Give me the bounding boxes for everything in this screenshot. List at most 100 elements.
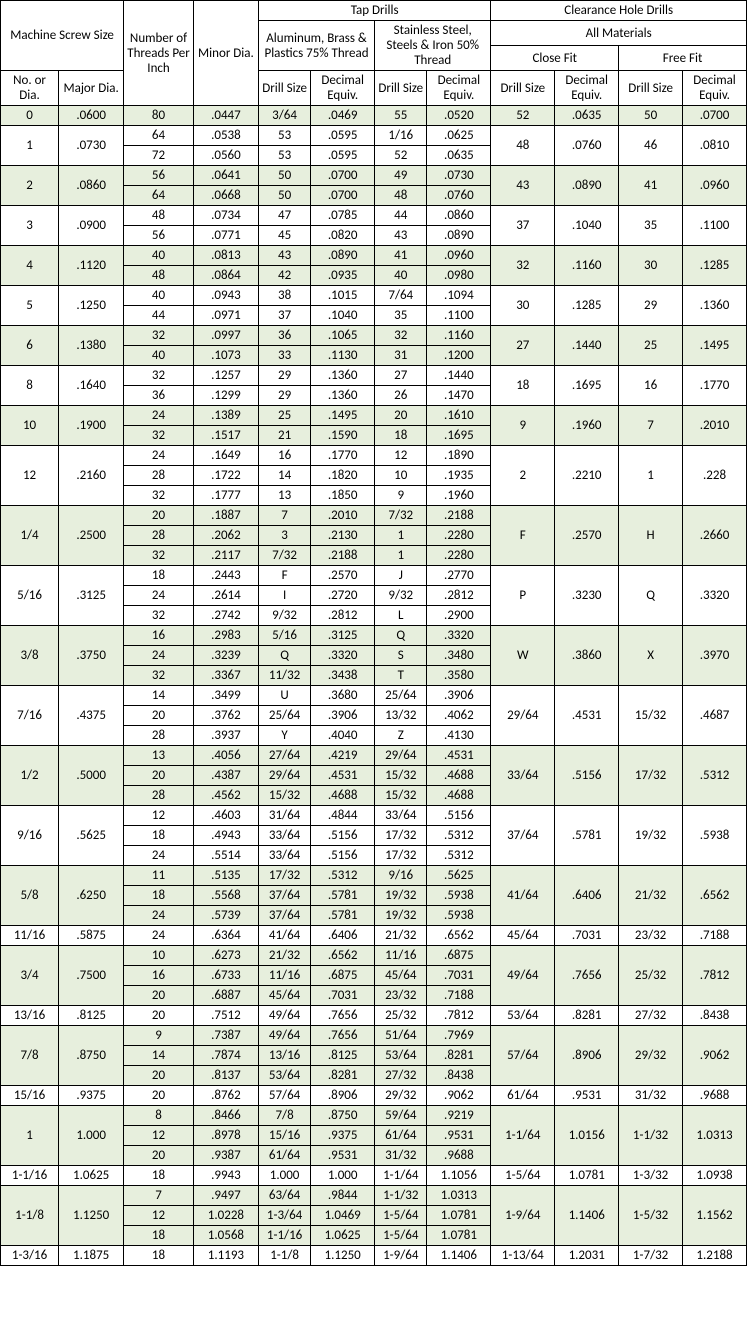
cell-major-dia: .1120: [59, 246, 124, 286]
cell-tap-drill-size: Y: [258, 726, 310, 746]
table-row: 1.073064.053853.05951/16.062548.076046.0…: [1, 126, 747, 146]
cell-free-dec-equiv: .4687: [683, 686, 747, 746]
cell-close-dec-equiv: .0890: [555, 166, 619, 206]
cell-steel-dec-equiv: .6875: [427, 946, 491, 966]
cell-tap-drill-size: I: [258, 586, 310, 606]
cell-steel-dec-equiv: .3906: [427, 686, 491, 706]
cell-major-dia: .8750: [59, 1026, 124, 1086]
cell-tpi: 20: [124, 1086, 194, 1106]
cell-tpi: 32: [124, 326, 194, 346]
cell-tpi: 11: [124, 866, 194, 886]
cell-major-dia: .5875: [59, 926, 124, 946]
cell-minor: .4387: [193, 766, 258, 786]
cell-tpi: 20: [124, 506, 194, 526]
cell-tap-drill-size: 37/64: [258, 886, 310, 906]
cell-steel-dec-equiv: .3580: [427, 666, 491, 686]
cell-steel-dec-equiv: .0625: [427, 126, 491, 146]
cell-tap-dec-equiv: 1.1250: [311, 1246, 375, 1266]
cell-no-dia: 13/16: [1, 1006, 59, 1026]
table-row: 1/2.500013.405627/64.421929/64.453133/64…: [1, 746, 747, 766]
cell-major-dia: .6250: [59, 866, 124, 926]
table-row: 1-1/161.062518.99431.0001.0001-1/641.105…: [1, 1166, 747, 1186]
cell-close-dec-equiv: .0760: [555, 126, 619, 166]
cell-free-dec-equiv: .3320: [683, 566, 747, 626]
hdr-drill-size-2: Drill Size: [375, 71, 427, 106]
cell-steel-drill-size: J: [375, 566, 427, 586]
cell-tpi: 24: [124, 846, 194, 866]
cell-tap-dec-equiv: .3906: [311, 706, 375, 726]
cell-tpi: 14: [124, 686, 194, 706]
cell-steel-drill-size: 26: [375, 386, 427, 406]
table-row: 11.0008.84667/8.875059/64.92191-1/641.01…: [1, 1106, 747, 1126]
cell-tap-dec-equiv: .0820: [311, 226, 375, 246]
cell-tpi: 24: [124, 926, 194, 946]
cell-close-drill-size: 1-9/64: [491, 1186, 555, 1246]
hdr-ss-steel: Stainless Steel, Steels & Iron 50% Threa…: [375, 21, 491, 71]
cell-steel-dec-equiv: .1100: [427, 306, 491, 326]
cell-steel-dec-equiv: .7031: [427, 966, 491, 986]
cell-steel-dec-equiv: .5156: [427, 806, 491, 826]
cell-tpi: 28: [124, 786, 194, 806]
cell-steel-dec-equiv: .0520: [427, 106, 491, 126]
cell-steel-drill-size: 43: [375, 226, 427, 246]
cell-minor: 1.0568: [193, 1226, 258, 1246]
cell-close-drill-size: 48: [491, 126, 555, 166]
cell-tap-dec-equiv: .0700: [311, 166, 375, 186]
cell-tap-dec-equiv: .1130: [311, 346, 375, 366]
cell-steel-dec-equiv: .4688: [427, 786, 491, 806]
cell-tap-drill-size: 15/32: [258, 786, 310, 806]
cell-no-dia: 5: [1, 286, 59, 326]
cell-major-dia: .0900: [59, 206, 124, 246]
hdr-all-materials: All Materials: [491, 21, 747, 46]
cell-minor: .6887: [193, 986, 258, 1006]
cell-tpi: 72: [124, 146, 194, 166]
cell-tap-drill-size: U: [258, 686, 310, 706]
cell-steel-drill-size: 9/16: [375, 866, 427, 886]
cell-free-drill-size: 29/32: [619, 1026, 683, 1086]
cell-tap-drill-size: 57/64: [258, 1086, 310, 1106]
cell-minor: .7874: [193, 1046, 258, 1066]
cell-close-dec-equiv: 1.0781: [555, 1166, 619, 1186]
cell-no-dia: 10: [1, 406, 59, 446]
table-row: 4.112040.081343.089041.096032.116030.128…: [1, 246, 747, 266]
cell-free-dec-equiv: 1.0313: [683, 1106, 747, 1166]
cell-tap-dec-equiv: .5156: [311, 826, 375, 846]
cell-tap-dec-equiv: .9844: [311, 1186, 375, 1206]
table-row: 5/16.312518.2443F.2570J.2770P.3230Q.3320: [1, 566, 747, 586]
cell-steel-dec-equiv: .5312: [427, 846, 491, 866]
cell-close-drill-size: 43: [491, 166, 555, 206]
cell-no-dia: 8: [1, 366, 59, 406]
cell-no-dia: 15/16: [1, 1086, 59, 1106]
cell-major-dia: .2160: [59, 446, 124, 506]
cell-minor: .2614: [193, 586, 258, 606]
cell-tap-dec-equiv: .1015: [311, 286, 375, 306]
cell-steel-dec-equiv: 1.1406: [427, 1246, 491, 1266]
cell-close-drill-size: 1-13/64: [491, 1246, 555, 1266]
table-row: 10.190024.138925.149520.16109.19607.2010: [1, 406, 747, 426]
hdr-dec-equiv-4: Decimal Equiv.: [683, 71, 747, 106]
table-row: 1/4.250020.18877.20107/32.2188F.2570H.26…: [1, 506, 747, 526]
cell-tpi: 40: [124, 246, 194, 266]
cell-tap-dec-equiv: .1820: [311, 466, 375, 486]
cell-minor: .2742: [193, 606, 258, 626]
cell-tpi: 20: [124, 986, 194, 1006]
cell-steel-dec-equiv: .0960: [427, 246, 491, 266]
cell-tap-dec-equiv: 1.000: [311, 1166, 375, 1186]
cell-major-dia: .0730: [59, 126, 124, 166]
cell-steel-drill-size: 1: [375, 546, 427, 566]
cell-tap-dec-equiv: .5781: [311, 906, 375, 926]
cell-minor: .8137: [193, 1066, 258, 1086]
table-row: 11/16.587524.636441/64.640621/32.656245/…: [1, 926, 747, 946]
cell-steel-dec-equiv: .4130: [427, 726, 491, 746]
cell-tpi: 40: [124, 346, 194, 366]
cell-tap-dec-equiv: .1495: [311, 406, 375, 426]
hdr-tap-drills: Tap Drills: [258, 1, 490, 21]
cell-steel-drill-size: Q: [375, 626, 427, 646]
cell-major-dia: .5000: [59, 746, 124, 806]
cell-steel-drill-size: 19/32: [375, 906, 427, 926]
cell-steel-dec-equiv: .1094: [427, 286, 491, 306]
cell-tpi: 64: [124, 126, 194, 146]
cell-close-dec-equiv: .6406: [555, 866, 619, 926]
cell-minor: .1257: [193, 366, 258, 386]
cell-minor: .4603: [193, 806, 258, 826]
